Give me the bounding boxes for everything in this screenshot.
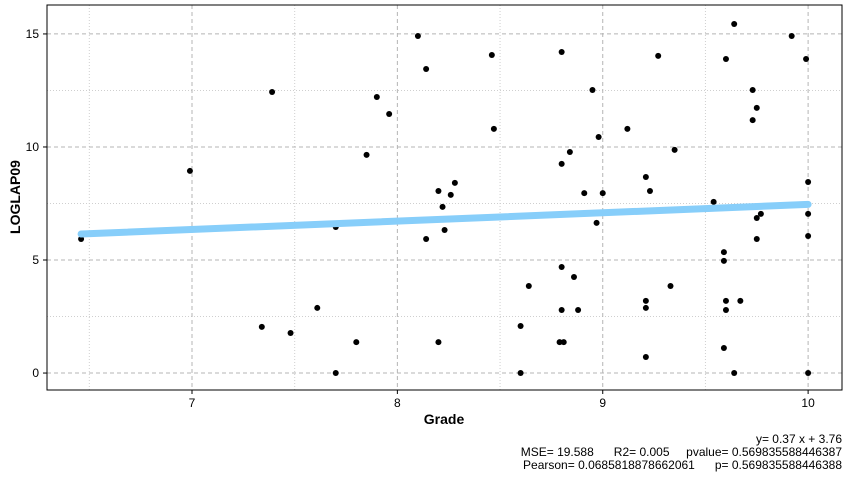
point <box>435 339 442 346</box>
point <box>423 65 430 72</box>
point <box>525 283 532 290</box>
x-tick-label: 8 <box>394 396 401 410</box>
point <box>581 190 588 197</box>
point <box>488 51 495 58</box>
point <box>731 20 738 27</box>
point <box>749 117 756 124</box>
x-tick-label: 9 <box>599 396 606 410</box>
x-axis-label: Grade <box>424 411 465 427</box>
point <box>753 235 760 242</box>
point <box>646 188 653 195</box>
point <box>722 297 729 304</box>
point <box>805 210 812 217</box>
annotation: MSE= 19.588 R2= 0.005 pvalue= 0.56983558… <box>521 445 843 459</box>
annotation: Pearson= 0.0685818878662061 p= 0.5698355… <box>523 458 842 472</box>
point <box>642 297 649 304</box>
point <box>749 87 756 94</box>
point <box>753 104 760 111</box>
point <box>78 235 85 242</box>
point <box>570 273 577 280</box>
point <box>788 32 795 39</box>
point <box>558 264 565 271</box>
point <box>753 214 760 221</box>
point <box>720 249 727 256</box>
point <box>186 167 193 174</box>
point <box>451 179 458 186</box>
point <box>314 304 321 311</box>
point <box>435 188 442 195</box>
point <box>287 330 294 337</box>
point <box>441 226 448 233</box>
point <box>595 134 602 141</box>
point <box>490 125 497 132</box>
point <box>373 94 380 101</box>
fit-line <box>77 200 812 238</box>
point <box>575 306 582 313</box>
point <box>386 110 393 117</box>
point <box>558 160 565 167</box>
point <box>667 283 674 290</box>
x-tick-label: 7 <box>189 396 196 410</box>
point <box>624 125 631 132</box>
point <box>363 151 370 158</box>
point <box>671 146 678 153</box>
point <box>423 235 430 242</box>
point <box>517 323 524 330</box>
annotation: y= 0.37 x + 3.76 <box>756 432 842 446</box>
point <box>447 191 454 198</box>
point <box>805 370 812 377</box>
y-tick-label: 10 <box>26 140 40 154</box>
point <box>558 49 565 56</box>
point <box>803 56 810 63</box>
y-tick-label: 5 <box>32 253 39 267</box>
point <box>805 233 812 240</box>
point <box>558 306 565 313</box>
point <box>642 304 649 311</box>
point <box>731 370 738 377</box>
point <box>720 257 727 264</box>
point <box>642 174 649 181</box>
point <box>566 148 573 155</box>
point <box>353 339 360 346</box>
point <box>737 297 744 304</box>
point <box>722 56 729 63</box>
point <box>710 198 717 205</box>
point <box>757 210 764 217</box>
y-tick-label: 0 <box>32 366 39 380</box>
y-axis-label: LOGLAP09 <box>7 160 23 234</box>
point <box>439 203 446 210</box>
point <box>642 353 649 360</box>
point <box>599 190 606 197</box>
point <box>655 52 662 59</box>
y-tick-label: 15 <box>26 27 40 41</box>
point <box>414 32 421 39</box>
plot-frame <box>46 4 843 391</box>
point <box>258 323 265 330</box>
point <box>560 339 567 346</box>
point <box>332 370 339 377</box>
point <box>593 219 600 226</box>
point <box>556 339 563 346</box>
point <box>805 179 812 186</box>
point <box>269 89 276 96</box>
x-tick-label: 10 <box>801 396 815 410</box>
point <box>589 87 596 94</box>
point <box>722 306 729 313</box>
point <box>517 370 524 377</box>
point <box>720 344 727 351</box>
